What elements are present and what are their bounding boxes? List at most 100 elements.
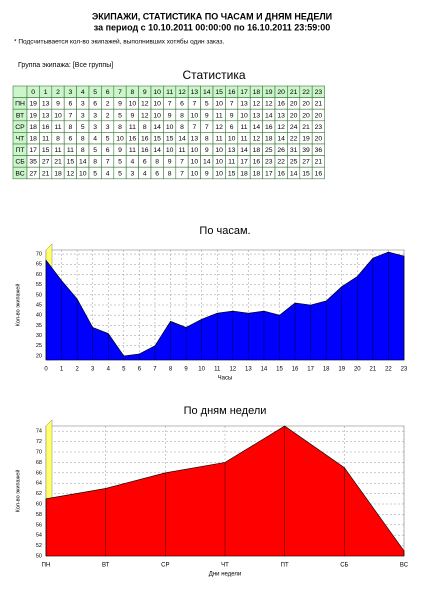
table-value: 13	[191, 135, 199, 142]
column-header: 17	[240, 89, 248, 96]
table-value: 11	[178, 147, 185, 154]
table-value: 15	[42, 147, 50, 154]
table-value: 14	[265, 112, 273, 119]
column-header: 5	[93, 89, 97, 96]
x-tick-label: 14	[261, 367, 268, 373]
column-header: 0	[31, 89, 35, 96]
table-value: 12	[277, 124, 285, 131]
table-value: 22	[290, 135, 298, 142]
table-value: 13	[228, 147, 236, 154]
table-value: 10	[129, 101, 137, 108]
table-value: 11	[54, 124, 61, 131]
note: * Подсчитывается кол-во экипажей, выполн…	[14, 38, 224, 46]
column-header: 19	[265, 89, 273, 96]
table-value: 4	[131, 159, 135, 166]
y-tick-label: 54	[36, 533, 42, 539]
table-value: 20	[290, 112, 298, 119]
period: за период с 10.10.2011 00:00:00 по 16.10…	[94, 22, 331, 32]
table-value: 10	[191, 147, 199, 154]
table-value: 10	[240, 112, 248, 119]
table-value: 8	[93, 159, 97, 166]
table-value: 14	[153, 124, 161, 131]
table-value: 15	[302, 170, 310, 177]
chart-title: По часам.	[199, 225, 250, 237]
table-value: 10	[215, 170, 223, 177]
table-value: 19	[302, 135, 310, 142]
table-value: 26	[277, 147, 285, 154]
column-header: 4	[81, 89, 85, 96]
table-value: 18	[240, 170, 248, 177]
column-header: 3	[69, 89, 73, 96]
table-value: 12	[141, 112, 149, 119]
table-value: 8	[205, 135, 209, 142]
y-tick-label: 68	[36, 460, 42, 466]
table-value: 10	[116, 135, 124, 142]
table-value: 10	[153, 101, 161, 108]
table-value: 6	[230, 124, 234, 131]
table-value: 5	[118, 159, 122, 166]
table-value: 3	[81, 101, 85, 108]
table-value: 16	[42, 124, 50, 131]
table-value: 6	[93, 101, 97, 108]
table-value: 16	[277, 101, 285, 108]
table-value: 10	[215, 101, 223, 108]
table-value: 8	[143, 124, 147, 131]
table-value: 8	[81, 135, 85, 142]
column-header: 6	[106, 89, 110, 96]
table-value: 31	[290, 147, 298, 154]
y-tick-label: 64	[36, 481, 42, 487]
table-value: 3	[81, 112, 85, 119]
x-tick-label: 4	[107, 367, 111, 373]
table-value: 11	[240, 124, 247, 131]
table-value: 7	[230, 101, 234, 108]
table-value: 14	[178, 135, 186, 142]
table-value: 20	[302, 112, 310, 119]
table-value: 9	[205, 170, 209, 177]
area	[45, 251, 405, 361]
table-value: 5	[93, 170, 97, 177]
table-value: 11	[129, 147, 136, 154]
table-value: 18	[253, 170, 261, 177]
table-value: 4	[93, 135, 97, 142]
table-value: 11	[216, 112, 223, 119]
table-value: 17	[240, 159, 248, 166]
x-tick-label: 13	[245, 367, 252, 373]
table-value: 18	[29, 124, 37, 131]
table-value: 11	[228, 159, 235, 166]
table-value: 2	[106, 112, 110, 119]
table-value: 7	[180, 170, 184, 177]
column-header: 8	[131, 89, 135, 96]
x-tick-label: 10	[198, 367, 205, 373]
y-tick-label: 74	[36, 429, 42, 435]
chart-title: По дням недели	[184, 405, 267, 417]
x-tick-label: СР	[161, 563, 169, 569]
table-value: 8	[180, 112, 184, 119]
table-value: 21	[42, 170, 50, 177]
row-header: ВС	[15, 170, 24, 177]
y-tick-label: 45	[36, 302, 42, 308]
column-header: 12	[178, 89, 186, 96]
table-value: 11	[129, 124, 136, 131]
x-tick-label: 2	[75, 367, 79, 373]
table-value: 4	[143, 170, 147, 177]
table-value: 10	[191, 112, 199, 119]
table-value: 11	[54, 147, 61, 154]
table-value: 9	[131, 112, 135, 119]
x-tick-label: СБ	[340, 563, 348, 569]
table-value: 19	[29, 112, 37, 119]
table-value: 21	[315, 101, 323, 108]
table-value: 39	[302, 147, 310, 154]
table-value: 3	[93, 112, 97, 119]
column-header: 9	[143, 89, 147, 96]
table-value: 10	[153, 112, 161, 119]
x-tick-label: 9	[184, 367, 188, 373]
table-value: 9	[56, 101, 60, 108]
table-value: 10	[79, 170, 87, 177]
table-value: 15	[228, 170, 236, 177]
table-value: 15	[153, 135, 161, 142]
table-value: 27	[42, 159, 50, 166]
x-tick-label: 6	[138, 367, 142, 373]
y-tick-label: 65	[36, 262, 42, 268]
table-value: 27	[302, 159, 310, 166]
table-value: 23	[315, 124, 323, 131]
